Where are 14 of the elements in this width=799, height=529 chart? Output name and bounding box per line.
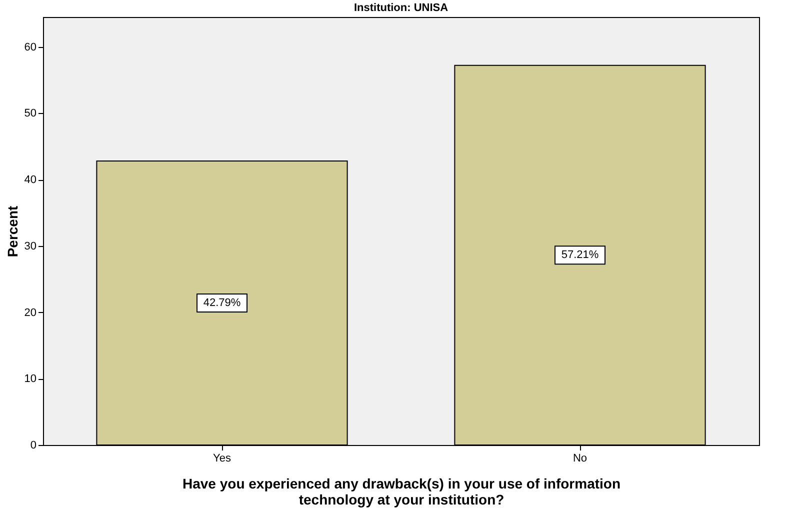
x-axis-title: Have you experienced any drawback(s) in your use of information technology at your institution? — [182, 476, 621, 508]
x-tick-label: Yes — [213, 452, 232, 464]
chart-title: Institution: UNISA — [354, 2, 448, 14]
y-tick-label: 40 — [24, 174, 36, 186]
y-tick-label: 60 — [24, 41, 36, 54]
y-tick-label: 30 — [24, 240, 36, 252]
y-axis-title: Percent — [4, 205, 20, 258]
y-tick-label: 50 — [24, 108, 36, 120]
data-label: 42.79% — [203, 297, 241, 310]
data-label: 57.21% — [561, 249, 599, 262]
y-tick-label: 20 — [24, 306, 36, 319]
y-tick-label: 0 — [30, 440, 36, 452]
x-tick-label: No — [572, 452, 588, 464]
y-tick-label: 10 — [24, 373, 36, 386]
